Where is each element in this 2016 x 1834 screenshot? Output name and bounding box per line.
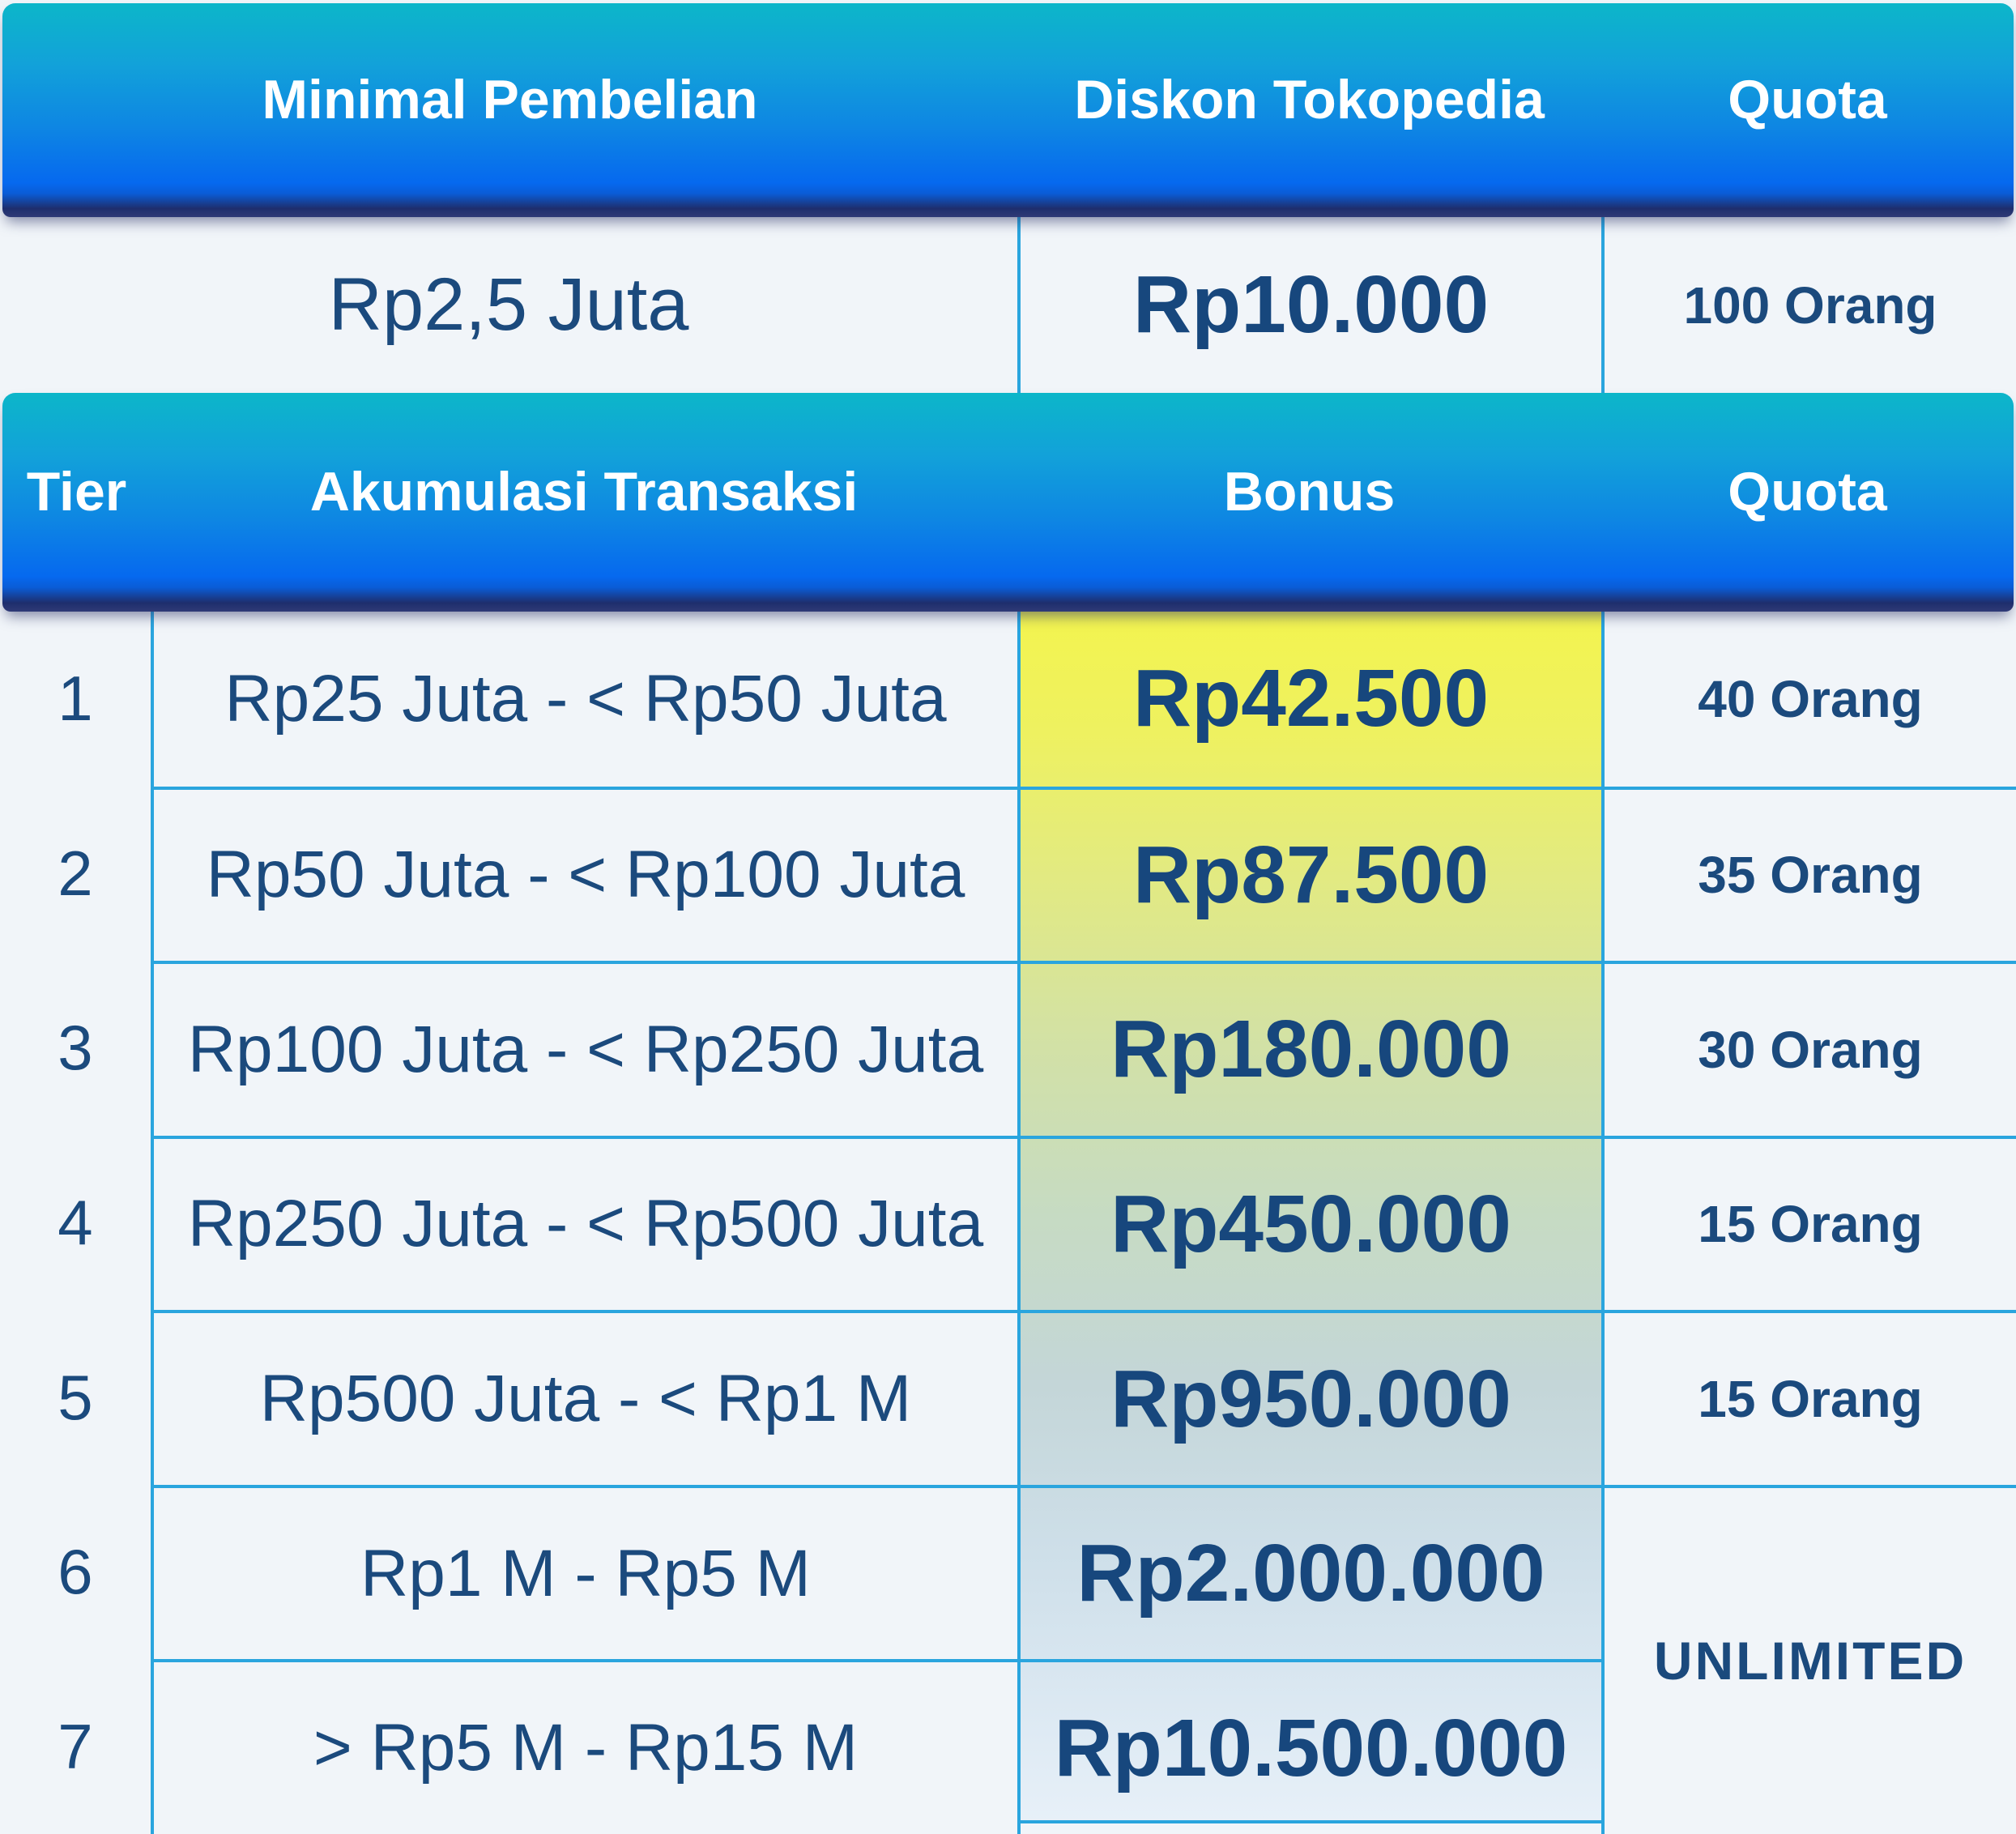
- range-cell: > Rp5 M - Rp15 M: [151, 1659, 1017, 1834]
- col-header-accumulated-transactions: Akumulasi Transaksi: [309, 461, 859, 522]
- col-header-quota-top: Quota: [1728, 69, 1887, 130]
- range-cell: Rp1 M - Rp5 M: [151, 1484, 1017, 1660]
- col-header-discount: Diskon Tokopedia: [1074, 69, 1545, 130]
- tier-number: 2: [58, 837, 93, 909]
- quota-cell: 35 Orang: [1601, 786, 2016, 962]
- quota-cell: 15 Orang: [1601, 1310, 2016, 1485]
- tier-number: 3: [58, 1012, 93, 1084]
- bonus-cell: Rp42.500: [1017, 612, 1601, 787]
- table1-data-row: Rp2,5 Juta Rp10.000 100 Orang: [0, 217, 2016, 393]
- bonus-cell: Rp950.000: [1017, 1310, 1601, 1485]
- col-header-tier: Tier: [26, 461, 127, 522]
- bonus-cell: Rp2.000.000: [1017, 1484, 1601, 1660]
- range-cell: Rp250 Juta - < Rp500 Juta: [151, 1135, 1017, 1311]
- quota-cell: 30 Orang: [1601, 961, 2016, 1136]
- bonus-cell: Rp450.000: [1017, 1135, 1601, 1311]
- merged-quota-cell: UNLIMITED: [1601, 1484, 2016, 1834]
- quota-cell: 40 Orang: [1601, 612, 2016, 787]
- tier-number: 5: [58, 1361, 93, 1433]
- tier-number: 1: [58, 663, 93, 735]
- range-cell: Rp500 Juta - < Rp1 M: [151, 1310, 1017, 1485]
- bonus-cell: Rp10.500.000: [1017, 1659, 1601, 1834]
- quota-value-top: 100 Orang: [1601, 217, 2016, 393]
- range-cell: Rp50 Juta - < Rp100 Juta: [151, 786, 1017, 962]
- discount-value: Rp10.000: [1017, 217, 1601, 393]
- range-cell: Rp25 Juta - < Rp50 Juta: [151, 612, 1017, 787]
- col-header-min-purchase: Minimal Pembelian: [262, 69, 758, 130]
- table2-header: Tier Akumulasi Transaksi Bonus Quota: [2, 393, 2014, 612]
- table1-header: Minimal Pembelian Diskon Tokopedia Quota: [2, 3, 2014, 217]
- col-header-bonus: Bonus: [1223, 461, 1396, 522]
- bonus-gradient-highlight: [1017, 612, 1601, 1823]
- tier-number: 7: [58, 1710, 93, 1782]
- bonus-cell: Rp87.500: [1017, 786, 1601, 962]
- quota-cell: 15 Orang: [1601, 1135, 2016, 1311]
- tier-number: 6: [58, 1536, 93, 1608]
- min-purchase-value: Rp2,5 Juta: [328, 263, 689, 346]
- bonus-cell: Rp180.000: [1017, 961, 1601, 1136]
- col-header-quota: Quota: [1728, 461, 1887, 522]
- range-cell: Rp100 Juta - < Rp250 Juta: [151, 961, 1017, 1136]
- table2-grid: 1 Rp25 Juta - < Rp50 Juta Rp42.500 40 Or…: [0, 612, 2016, 1834]
- table2-body: 1 Rp25 Juta - < Rp50 Juta Rp42.500 40 Or…: [0, 612, 2016, 1834]
- tier-number: 4: [58, 1186, 93, 1258]
